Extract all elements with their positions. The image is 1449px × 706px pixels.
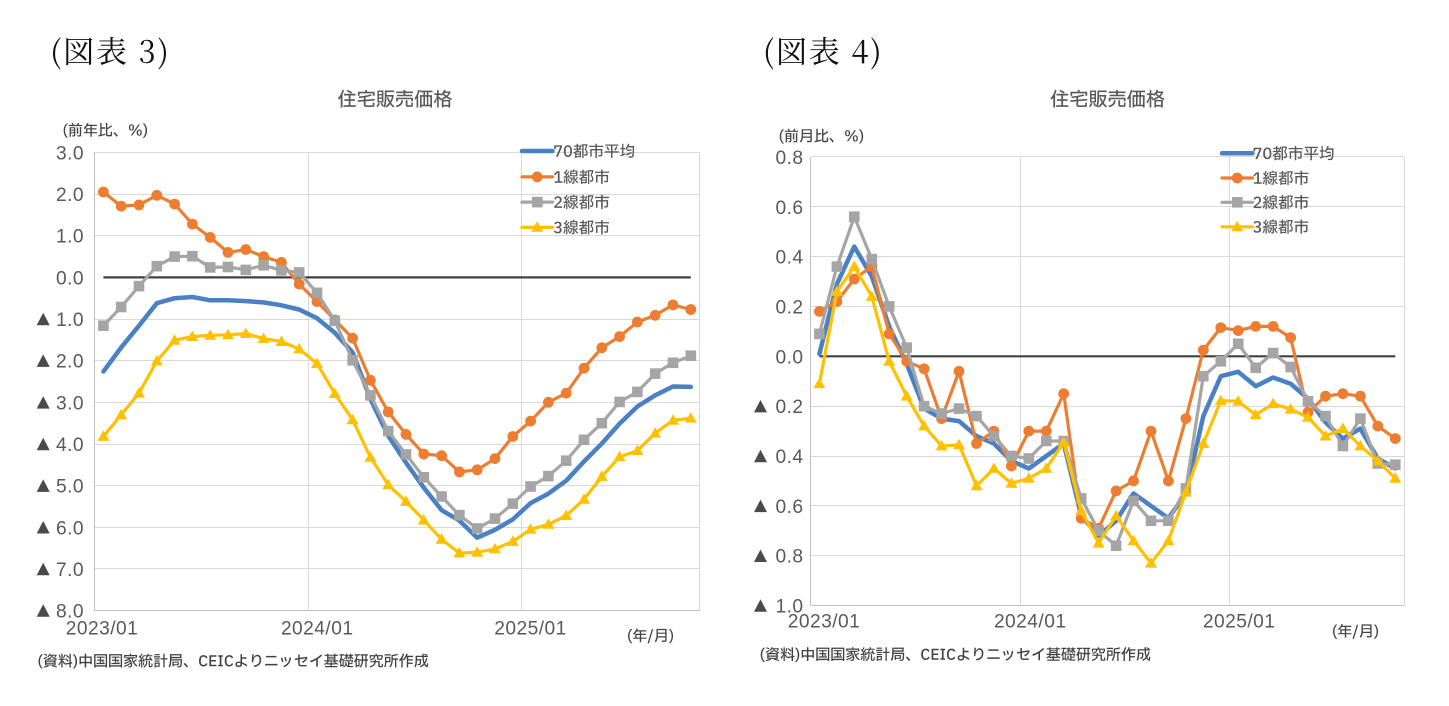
svg-text:0.6: 0.6 bbox=[775, 198, 803, 219]
svg-text:2023/01: 2023/01 bbox=[66, 619, 139, 640]
svg-text:4.0: 4.0 bbox=[56, 435, 84, 456]
svg-text:2025/01: 2025/01 bbox=[494, 619, 567, 640]
svg-text:7.0: 7.0 bbox=[56, 560, 84, 581]
svg-text:1.0: 1.0 bbox=[56, 310, 84, 331]
svg-text:2025/01: 2025/01 bbox=[1203, 612, 1276, 633]
svg-text:2024/01: 2024/01 bbox=[994, 612, 1067, 633]
svg-text:8.0: 8.0 bbox=[56, 602, 84, 623]
svg-text:6.0: 6.0 bbox=[56, 518, 84, 539]
svg-text:2023/01: 2023/01 bbox=[788, 612, 861, 633]
svg-text:1.0: 1.0 bbox=[56, 227, 84, 248]
svg-text:0.0: 0.0 bbox=[56, 268, 84, 289]
svg-text:1.0: 1.0 bbox=[775, 597, 803, 618]
svg-text:2.0: 2.0 bbox=[56, 352, 84, 373]
svg-text:0.6: 0.6 bbox=[775, 497, 803, 518]
svg-text:0.4: 0.4 bbox=[775, 248, 803, 269]
svg-text:0.8: 0.8 bbox=[775, 148, 803, 169]
svg-text:2.0: 2.0 bbox=[56, 185, 84, 206]
svg-text:0.2: 0.2 bbox=[775, 397, 803, 418]
svg-text:2024/01: 2024/01 bbox=[281, 619, 354, 640]
svg-text:3.0: 3.0 bbox=[56, 143, 84, 164]
svg-text:0.0: 0.0 bbox=[775, 347, 803, 368]
svg-text:5.0: 5.0 bbox=[56, 477, 84, 498]
svg-text:0.8: 0.8 bbox=[775, 547, 803, 568]
svg-text:0.4: 0.4 bbox=[775, 447, 803, 468]
svg-text:0.2: 0.2 bbox=[775, 297, 803, 318]
svg-text:3.0: 3.0 bbox=[56, 393, 84, 414]
